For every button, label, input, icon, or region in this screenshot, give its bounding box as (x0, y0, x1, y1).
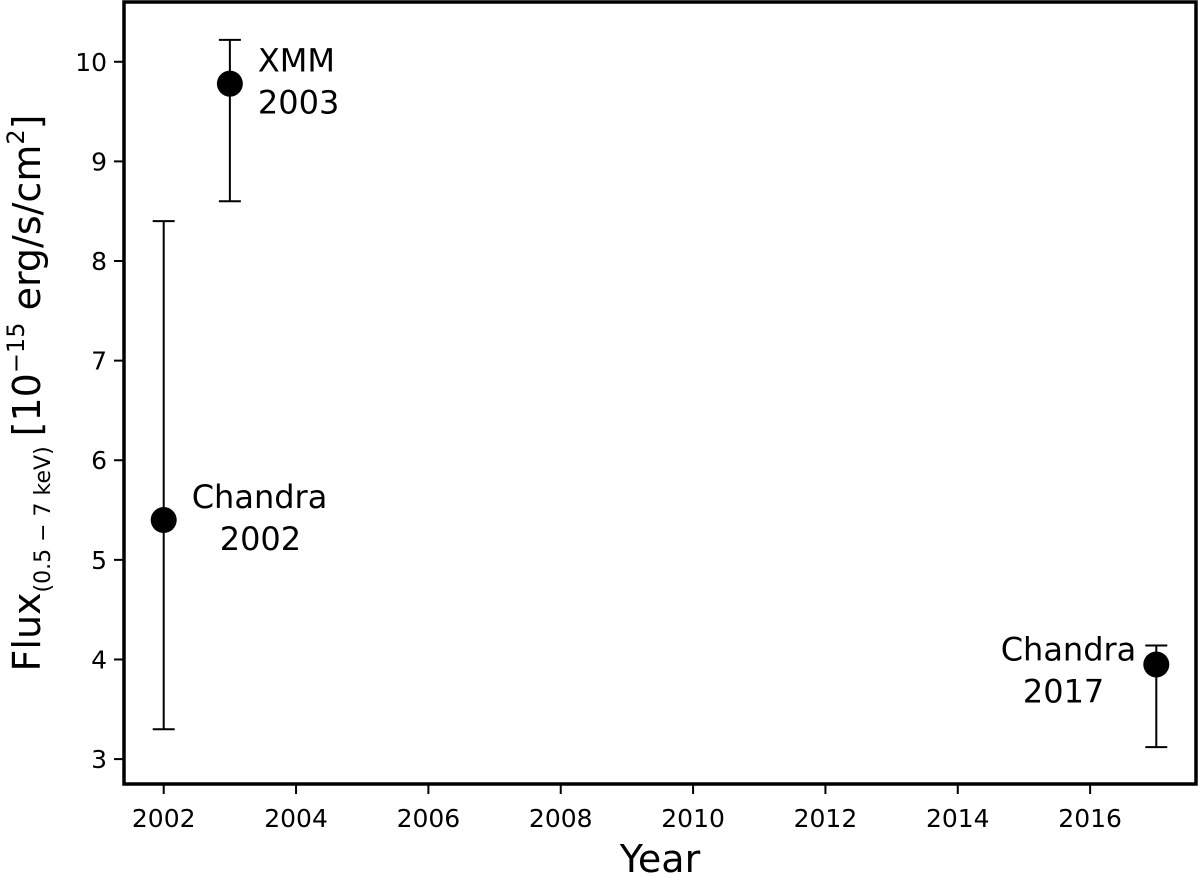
svg-text:Flux(0.5 − 7 keV)[10−15 erg/s/: Flux(0.5 − 7 keV) [10−15 erg/s/cm2] (2, 115, 56, 672)
ylabel-units-post: ] (5, 115, 49, 130)
y-tick-label: 3 (91, 745, 107, 774)
x-axis-ticks: 2002 2004 2006 2008 2010 2012 2014 2016 (132, 784, 1122, 833)
annotation-line: 2017 (1023, 672, 1104, 710)
data-marks: Chandra 2002 XMM 2003 Chandra 2017 (150, 38, 1170, 749)
x-tick-label: 2008 (529, 804, 593, 833)
ylabel-units-sup: 2 (2, 129, 30, 144)
y-axis-title: Flux(0.5 − 7 keV) [10−15 erg/s/cm2] (2, 115, 56, 672)
x-tick-label: 2006 (397, 804, 461, 833)
x-tick-label: 2016 (1058, 804, 1122, 833)
x-axis-title: Year (619, 837, 701, 877)
x-tick-label: 2012 (794, 804, 858, 833)
annotation-line: XMM (258, 42, 335, 80)
ylabel-main: Flux (5, 592, 49, 671)
y-tick-label: 7 (91, 347, 107, 376)
annotation-line: Chandra (192, 478, 328, 516)
y-tick-label: 4 (91, 645, 107, 674)
data-point (1143, 651, 1170, 678)
x-tick-label: 2014 (926, 804, 990, 833)
y-tick-label: 5 (91, 546, 107, 575)
x-tick-label: 2010 (661, 804, 725, 833)
y-tick-label: 9 (91, 147, 107, 176)
y-axis-ticks: 3 4 5 6 7 8 9 10 (75, 48, 124, 774)
annotation-line: 2003 (258, 84, 339, 122)
y-tick-label: 8 (91, 247, 107, 276)
data-point (150, 507, 177, 534)
ylabel-subscript: (0.5 − 7 keV) (31, 446, 56, 592)
annotation-line: 2002 (220, 520, 301, 558)
point-annotation: XMM 2003 (258, 42, 339, 122)
plot-frame (122, 0, 1198, 786)
point-annotation: Chandra 2017 (1001, 630, 1137, 710)
data-point (216, 70, 243, 97)
annotation-line: Chandra (1001, 630, 1137, 668)
ylabel-units-pre: [10 (5, 373, 49, 436)
x-tick-label: 2002 (132, 804, 196, 833)
y-tick-label: 6 (91, 446, 107, 475)
point-annotation: Chandra 2002 (192, 478, 328, 558)
x-tick-label: 2004 (264, 804, 328, 833)
y-tick-label: 10 (75, 48, 107, 77)
ylabel-units-mid: erg/s/cm (5, 145, 49, 323)
ylabel-units-exp: −15 (2, 323, 30, 374)
